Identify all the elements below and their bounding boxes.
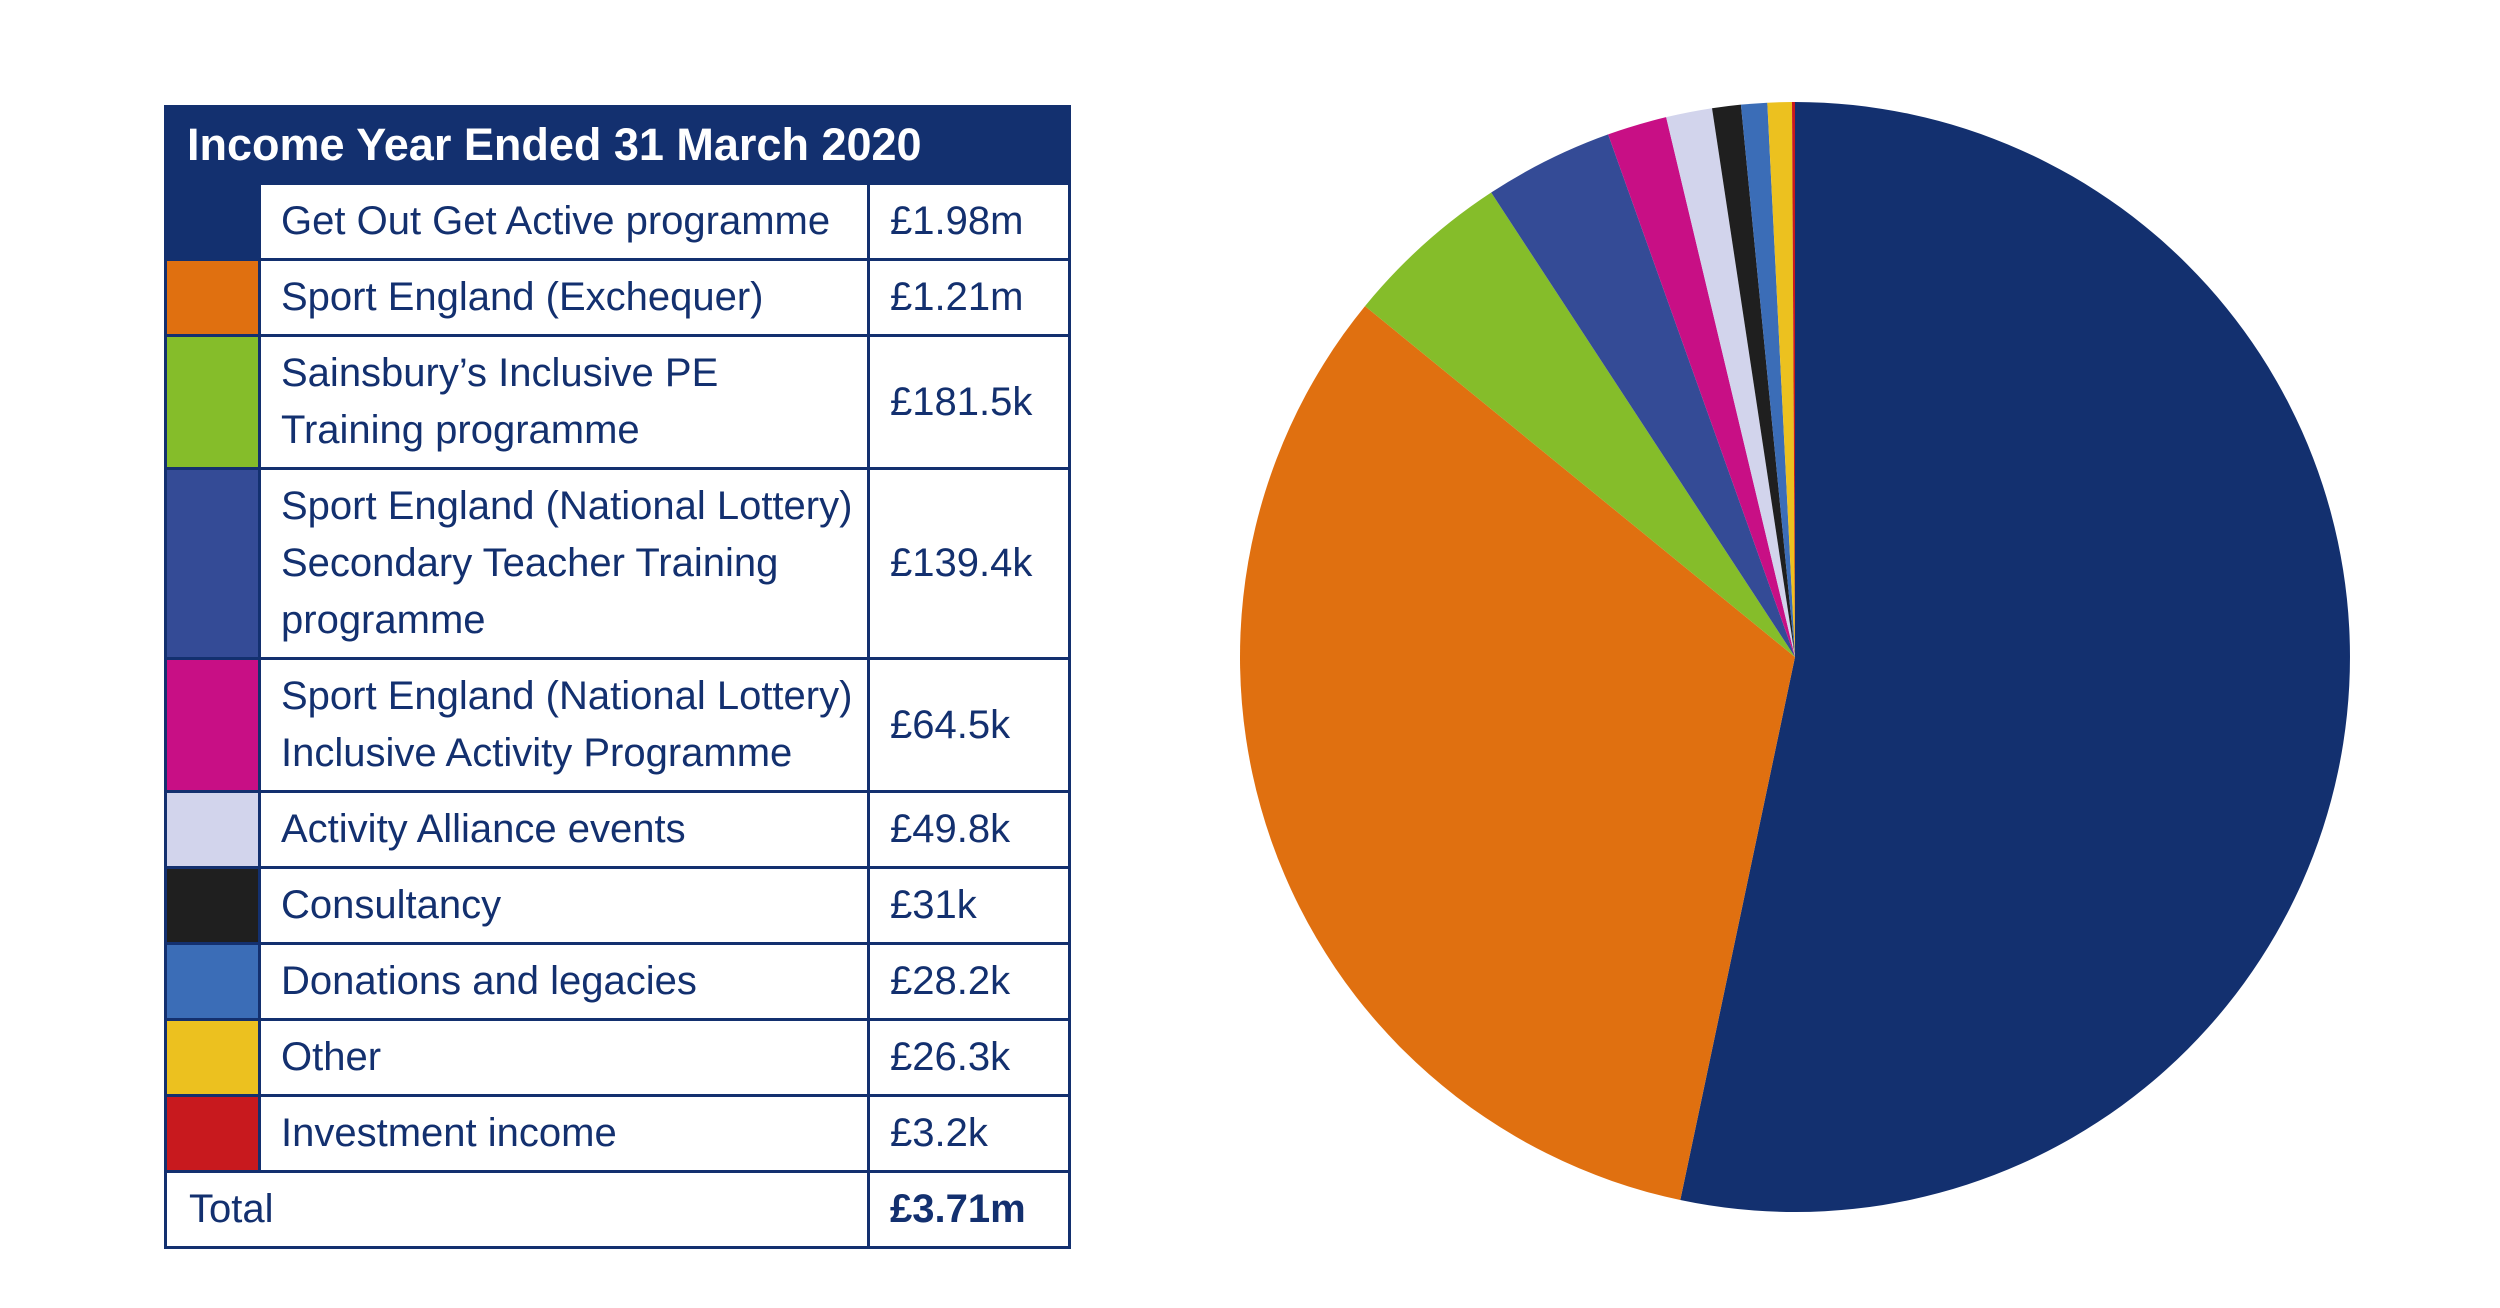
legend-label: Other (258, 1018, 870, 1097)
legend-row: Consultancy £31k (164, 866, 1071, 945)
legend-value: £1.21m (867, 258, 1071, 337)
legend-swatch (164, 1018, 261, 1097)
legend-value: £26.3k (867, 1018, 1071, 1097)
legend-value: £64.5k (867, 657, 1071, 793)
legend-value: £3.2k (867, 1094, 1071, 1173)
pie-slice (1792, 102, 1795, 657)
pie-slice (1608, 117, 1795, 658)
pie-slice (1666, 108, 1795, 658)
legend-value: £28.2k (867, 942, 1071, 1021)
legend-title-row: Income Year Ended 31 March 2020 (164, 105, 1071, 185)
legend-label: Get Out Get Active programme (258, 182, 870, 261)
legend-label: Sport England (Exchequer) (258, 258, 870, 337)
legend-value: £181.5k (867, 334, 1071, 470)
legend-label: Donations and legacies (258, 942, 870, 1021)
pie-slice (1491, 134, 1795, 657)
legend-row: Sainsbury’s Inclusive PE Training progra… (164, 334, 1071, 470)
legend-total-row: Total £3.71m (164, 1170, 1071, 1249)
legend-swatch (164, 790, 261, 869)
legend-swatch (164, 258, 261, 337)
pie-chart (1240, 102, 2350, 1212)
pie-slice (1365, 192, 1795, 657)
legend-swatch (164, 1094, 261, 1173)
total-label: Total (164, 1170, 870, 1249)
pie-slice (1680, 102, 2350, 1212)
legend-table: Income Year Ended 31 March 2020 Get Out … (164, 105, 1071, 1249)
legend-label: Sainsbury’s Inclusive PE Training progra… (258, 334, 870, 470)
legend-value: £31k (867, 866, 1071, 945)
pie-slice (1767, 102, 1795, 657)
legend-row: Other £26.3k (164, 1018, 1071, 1097)
legend-swatch (164, 866, 261, 945)
legend-swatch (164, 334, 261, 470)
legend-swatch (164, 942, 261, 1021)
chart-title: Income Year Ended 31 March 2020 (164, 105, 1071, 185)
legend-value: £1.98m (867, 182, 1071, 261)
legend-row: Activity Alliance events £49.8k (164, 790, 1071, 869)
legend-label: Investment income (258, 1094, 870, 1173)
legend-swatch (164, 657, 261, 793)
legend-row: Donations and legacies £28.2k (164, 942, 1071, 1021)
pie-slice (1740, 102, 1795, 657)
legend-row: Investment income £3.2k (164, 1094, 1071, 1173)
pie-slice (1240, 306, 1795, 1201)
total-value: £3.71m (867, 1170, 1071, 1249)
legend-value: £139.4k (867, 467, 1071, 660)
legend-row: Get Out Get Active programme £1.98m (164, 182, 1071, 261)
legend-label: Activity Alliance events (258, 790, 870, 869)
legend-swatch (164, 182, 261, 261)
legend-row: Sport England (Exchequer) £1.21m (164, 258, 1071, 337)
legend-label: Sport England (National Lottery) Inclusi… (258, 657, 870, 793)
legend-label: Sport England (National Lottery) Seconda… (258, 467, 870, 660)
legend-row: Sport England (National Lottery) Seconda… (164, 467, 1071, 660)
legend-label: Consultancy (258, 866, 870, 945)
legend-swatch (164, 467, 261, 660)
legend-row: Sport England (National Lottery) Inclusi… (164, 657, 1071, 793)
pie-slice (1712, 104, 1795, 657)
legend-value: £49.8k (867, 790, 1071, 869)
